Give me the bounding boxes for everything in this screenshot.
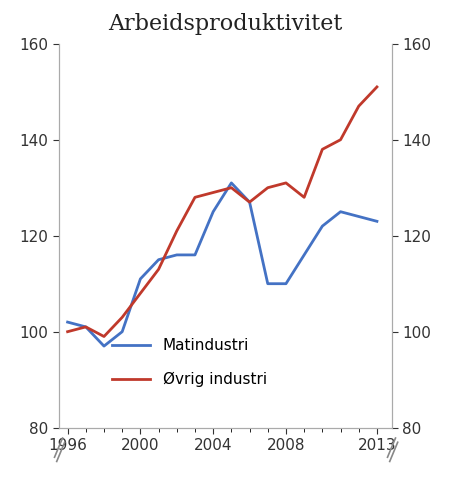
Title: Arbeidsproduktivitet: Arbeidsproduktivitet [108,13,342,35]
Legend: Matindustri, Øvrig industri: Matindustri, Øvrig industri [106,332,273,393]
